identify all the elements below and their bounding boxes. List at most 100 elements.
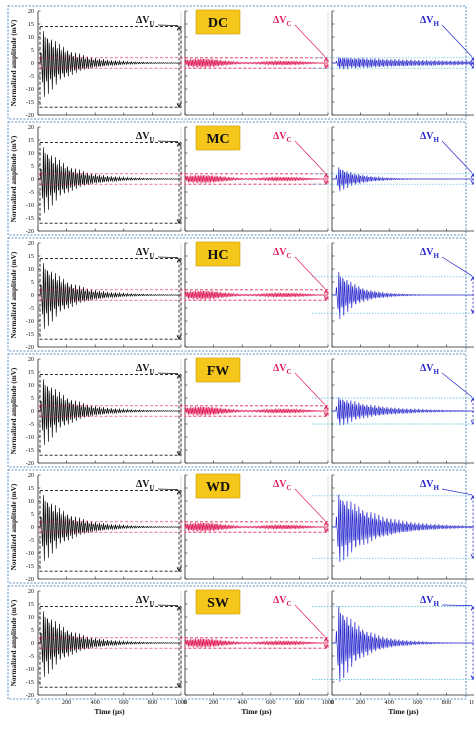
arrow-head bbox=[176, 683, 182, 689]
x-tick-label: 200 bbox=[209, 699, 218, 706]
arrow-head bbox=[176, 335, 182, 341]
y-tick-label: -15 bbox=[26, 447, 34, 454]
delta-label-U: ΔVU bbox=[136, 363, 155, 376]
delta-subscript: U bbox=[150, 252, 155, 260]
y-tick-label: 0 bbox=[31, 640, 34, 647]
delta-leader bbox=[441, 604, 473, 606]
waveform-H bbox=[332, 606, 474, 682]
y-tick-label: -15 bbox=[26, 679, 34, 686]
arrow-head bbox=[323, 644, 329, 650]
y-tick-label: -15 bbox=[26, 99, 34, 106]
delta-label-H: ΔVH bbox=[420, 363, 440, 376]
waveform-U bbox=[38, 263, 182, 329]
panel-border bbox=[7, 469, 467, 584]
panel-hc: Normalized amplitude (mV) -20 -15 -10 -5 0 5 10… bbox=[7, 237, 474, 352]
delta-leader bbox=[157, 24, 179, 26]
subplot-U: 0 200 400 600 800 1000 Time (µs) ΔVU bbox=[36, 590, 188, 716]
delta-subscript: H bbox=[434, 600, 440, 608]
delta-label-C: ΔVC bbox=[273, 363, 292, 376]
y-tick-label: -20 bbox=[26, 228, 34, 235]
delta-leader bbox=[294, 372, 326, 406]
delta-subscript: C bbox=[287, 136, 292, 144]
y-tick-label: -20 bbox=[26, 576, 34, 583]
panel-sw: Normalized amplitude (mV) -20 -15 -10 -5 0 5 10… bbox=[7, 585, 474, 716]
delta-leader bbox=[294, 256, 326, 290]
subplot-H: ΔVH bbox=[312, 10, 474, 116]
delta-label-C: ΔVC bbox=[273, 479, 292, 492]
panel-label: HC bbox=[208, 248, 229, 263]
delta-leader bbox=[441, 372, 473, 398]
delta-label-U: ΔVU bbox=[136, 15, 155, 28]
x-tick-label: 400 bbox=[90, 699, 99, 706]
delta-leader bbox=[157, 140, 179, 142]
arrow-head bbox=[176, 373, 182, 379]
x-tick-label: 1000 bbox=[175, 699, 188, 706]
delta-subscript: H bbox=[434, 368, 440, 376]
subplot-H: ΔVH bbox=[312, 358, 474, 464]
arrow-head bbox=[470, 56, 474, 62]
arrow-head bbox=[176, 489, 182, 495]
y-tick-label: 10 bbox=[28, 614, 34, 621]
y-tick-label: 0 bbox=[31, 292, 34, 299]
delta-subscript: H bbox=[434, 252, 440, 260]
y-tick-label: 10 bbox=[28, 382, 34, 389]
delta-subscript: U bbox=[150, 368, 155, 376]
y-tick-label: 15 bbox=[28, 253, 34, 260]
delta-box-C bbox=[184, 521, 329, 533]
delta-label-U: ΔVU bbox=[136, 595, 155, 608]
delta-leader bbox=[294, 488, 326, 522]
y-tick-label: -10 bbox=[26, 550, 34, 557]
delta-label-H: ΔVH bbox=[420, 247, 440, 260]
delta-box-U bbox=[39, 490, 182, 572]
delta-label-H: ΔVH bbox=[420, 131, 440, 144]
arrow-head bbox=[323, 412, 329, 418]
y-tick-label: 5 bbox=[31, 395, 34, 402]
y-tick-label: -20 bbox=[26, 460, 34, 467]
delta-subscript: H bbox=[434, 136, 440, 144]
delta-leader bbox=[157, 604, 179, 606]
x-tick-label: 1000 bbox=[469, 699, 474, 706]
delta-subscript: C bbox=[287, 252, 292, 260]
arrow-head bbox=[470, 419, 474, 425]
y-tick-label: 5 bbox=[31, 47, 34, 54]
arrow-head bbox=[323, 528, 329, 534]
delta-box-U bbox=[39, 374, 182, 456]
y-tick-label: 10 bbox=[28, 498, 34, 505]
y-tick-label: 0 bbox=[31, 408, 34, 415]
y-tick-label: 15 bbox=[28, 601, 34, 608]
delta-box-C bbox=[39, 289, 182, 301]
panel-label: WD bbox=[206, 480, 230, 495]
subplot-U: ΔVU bbox=[37, 474, 182, 580]
y-tick-label: -10 bbox=[26, 666, 34, 673]
subplot-U: ΔVU bbox=[37, 126, 182, 232]
panel-label: DC bbox=[208, 16, 228, 31]
waveform-C bbox=[185, 522, 329, 532]
subplot-H: ΔVH bbox=[312, 242, 474, 348]
delta-label-H: ΔVH bbox=[420, 479, 440, 492]
arrow-head bbox=[323, 296, 329, 302]
panel-border bbox=[7, 121, 467, 236]
subplot-H: ΔVH bbox=[312, 126, 474, 232]
y-tick-label: -5 bbox=[29, 421, 34, 428]
arrow-head bbox=[470, 309, 474, 315]
delta-box-U bbox=[39, 258, 182, 340]
y-axis-label: Normalized amplitude (mV) bbox=[10, 19, 18, 106]
delta-subscript: C bbox=[287, 484, 292, 492]
delta-leader bbox=[294, 604, 326, 638]
delta-label-U: ΔVU bbox=[136, 131, 155, 144]
delta-box-U bbox=[39, 142, 182, 224]
arrow-head bbox=[176, 219, 182, 225]
arrow-head bbox=[323, 172, 329, 178]
y-tick-label: -10 bbox=[26, 434, 34, 441]
y-tick-label: -15 bbox=[26, 215, 34, 222]
arrow-head bbox=[323, 288, 329, 294]
y-tick-label: 0 bbox=[31, 176, 34, 183]
y-tick-label: -5 bbox=[29, 189, 34, 196]
y-tick-label: -10 bbox=[26, 86, 34, 93]
x-tick-label: 200 bbox=[356, 699, 365, 706]
x-tick-label: 0 bbox=[183, 699, 186, 706]
x-tick-label: 600 bbox=[119, 699, 128, 706]
y-tick-label: -5 bbox=[29, 653, 34, 660]
x-tick-label: 800 bbox=[442, 699, 451, 706]
